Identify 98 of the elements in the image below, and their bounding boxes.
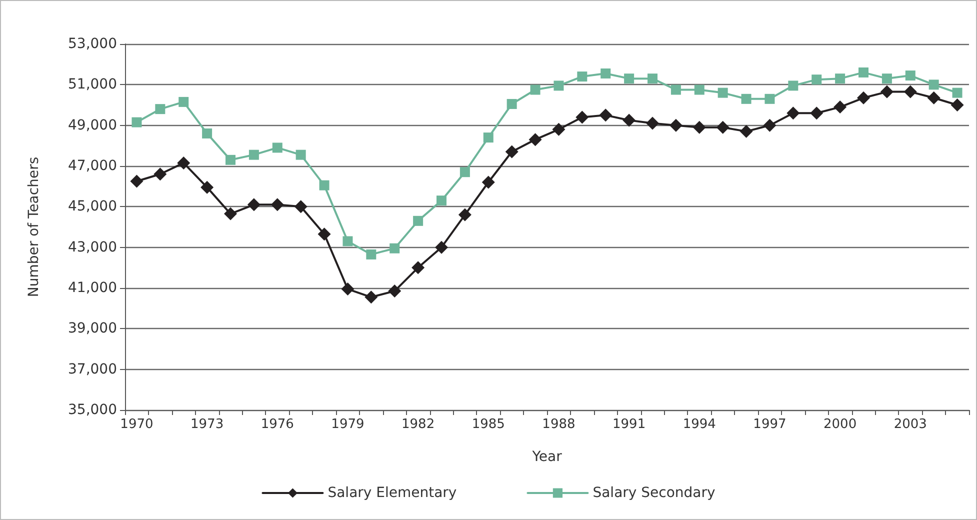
point bbox=[927, 91, 940, 104]
x-tick-label: 1970 bbox=[120, 417, 154, 432]
x-tick-label: 1991 bbox=[612, 417, 646, 432]
y-tick-label: 35,000 bbox=[68, 402, 117, 418]
x-tick-label: 1979 bbox=[331, 417, 364, 432]
point bbox=[319, 180, 330, 190]
point bbox=[786, 106, 800, 120]
point bbox=[904, 85, 917, 98]
legend-label: Salary Secondary bbox=[592, 485, 716, 501]
point bbox=[905, 70, 916, 81]
point bbox=[528, 133, 542, 146]
point bbox=[600, 68, 611, 78]
point bbox=[577, 72, 588, 82]
point bbox=[341, 282, 354, 296]
point bbox=[857, 91, 870, 104]
point bbox=[882, 74, 892, 84]
point bbox=[576, 110, 589, 124]
point bbox=[483, 132, 494, 143]
point bbox=[412, 261, 425, 274]
point bbox=[810, 106, 824, 120]
point bbox=[648, 74, 658, 84]
x-tick-label: 1988 bbox=[542, 417, 576, 432]
x-tick-label: 1973 bbox=[190, 417, 224, 432]
point bbox=[763, 118, 776, 132]
point bbox=[272, 142, 282, 153]
point bbox=[858, 67, 868, 78]
x-tick-label: 1985 bbox=[472, 417, 505, 432]
point bbox=[834, 100, 847, 114]
point bbox=[694, 84, 704, 95]
point bbox=[646, 116, 659, 130]
y-tick-label: 47,000 bbox=[68, 158, 117, 174]
point bbox=[835, 74, 846, 84]
x-axis-title: Year bbox=[531, 449, 562, 465]
point bbox=[435, 240, 448, 254]
point bbox=[460, 167, 470, 178]
y-axis-title: Number of Teachers bbox=[26, 156, 42, 298]
point bbox=[270, 198, 284, 212]
x-tick-label: 2003 bbox=[894, 417, 927, 432]
point bbox=[132, 117, 142, 128]
point bbox=[880, 85, 894, 98]
point bbox=[388, 284, 402, 298]
point bbox=[482, 176, 495, 189]
y-tick-label: 53,000 bbox=[68, 36, 117, 52]
point bbox=[788, 80, 798, 91]
point bbox=[200, 180, 214, 194]
x-tick-label: 1976 bbox=[260, 417, 294, 432]
x-tick-label: 1982 bbox=[402, 417, 435, 432]
point bbox=[530, 84, 540, 95]
point bbox=[364, 290, 378, 304]
point bbox=[950, 98, 964, 112]
point bbox=[318, 228, 331, 241]
point bbox=[506, 98, 517, 109]
point bbox=[247, 198, 260, 212]
point bbox=[224, 207, 237, 220]
point bbox=[622, 114, 636, 127]
x-tick-label: 2000 bbox=[824, 417, 857, 432]
point bbox=[178, 96, 189, 107]
point bbox=[670, 84, 681, 95]
point bbox=[296, 150, 306, 160]
y-tick-label: 45,000 bbox=[68, 198, 117, 215]
point bbox=[624, 74, 634, 84]
point bbox=[764, 94, 775, 104]
y-tick-label: 51,000 bbox=[68, 76, 117, 93]
point bbox=[741, 94, 752, 104]
point bbox=[669, 118, 682, 132]
point bbox=[366, 249, 376, 260]
y-tick-label: 41,000 bbox=[68, 280, 117, 296]
point bbox=[812, 74, 822, 85]
point bbox=[226, 154, 236, 165]
point bbox=[716, 120, 730, 134]
point bbox=[718, 88, 728, 98]
point bbox=[155, 104, 166, 114]
point bbox=[458, 208, 472, 222]
point bbox=[692, 120, 706, 134]
point bbox=[154, 168, 167, 181]
point bbox=[130, 174, 144, 188]
x-tick-label: 1997 bbox=[753, 417, 786, 432]
point bbox=[505, 145, 518, 158]
point bbox=[928, 80, 939, 90]
point bbox=[552, 122, 566, 136]
y-tick-label: 49,000 bbox=[68, 117, 117, 134]
legend-label: Salary Elementary bbox=[328, 485, 457, 501]
point bbox=[599, 108, 612, 122]
point bbox=[177, 156, 190, 170]
point bbox=[202, 128, 212, 138]
point bbox=[390, 243, 400, 254]
point bbox=[413, 216, 424, 226]
point bbox=[248, 150, 259, 160]
y-tick-label: 37,000 bbox=[68, 361, 117, 378]
point bbox=[554, 80, 564, 91]
point bbox=[436, 196, 446, 206]
point bbox=[740, 124, 753, 138]
point bbox=[952, 88, 962, 98]
x-tick-label: 1994 bbox=[682, 417, 716, 432]
y-tick-label: 39,000 bbox=[68, 320, 117, 337]
point bbox=[294, 200, 308, 214]
y-tick-label: 43,000 bbox=[68, 239, 117, 256]
point bbox=[342, 236, 353, 246]
